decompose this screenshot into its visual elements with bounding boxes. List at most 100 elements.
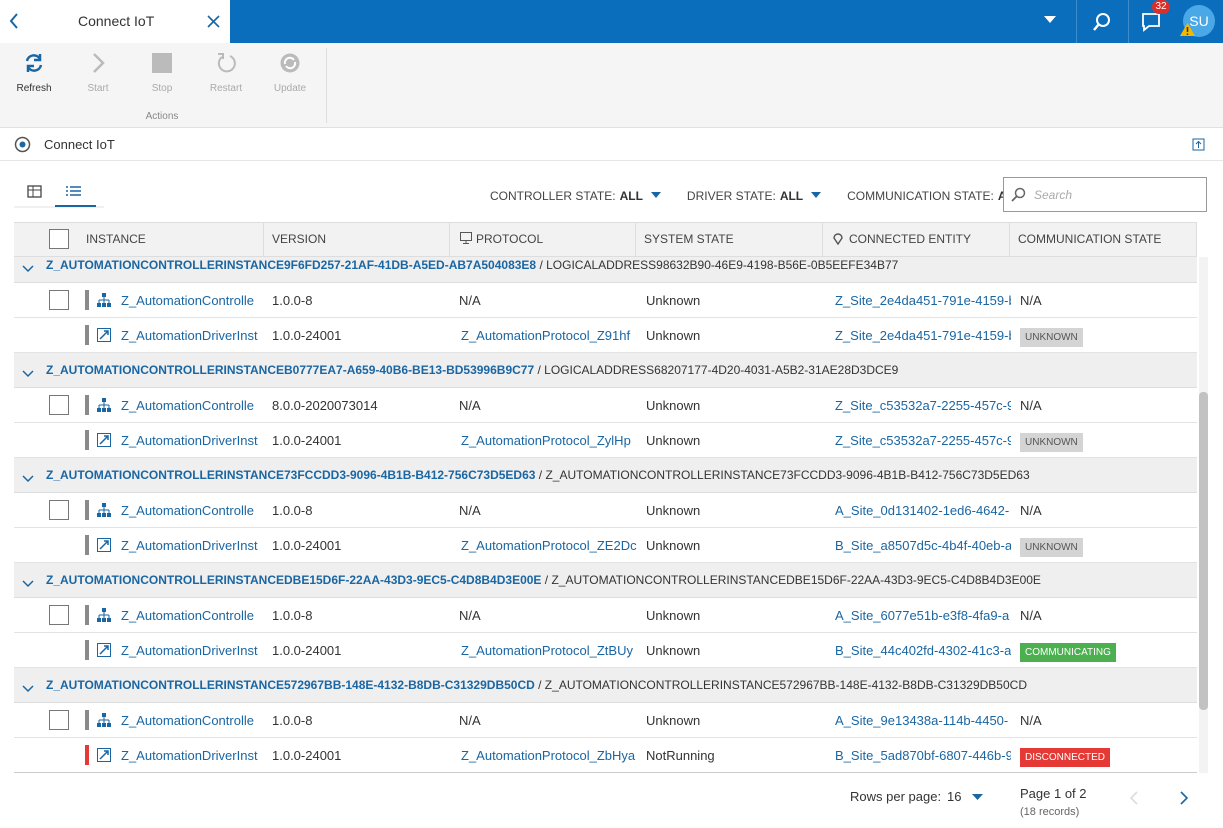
instance[interactable]: Z_AutomationControlle — [121, 608, 254, 623]
protocol[interactable]: Z_AutomationProtocol_ZbHya — [461, 748, 636, 763]
group-header[interactable]: Z_AUTOMATIONCONTROLLERINSTANCEB0777EA7-A… — [14, 353, 1197, 388]
connected-entity[interactable]: B_Site_5ad870bf-6807-446b-9 — [835, 748, 1011, 763]
table-row[interactable]: Z_AutomationDriverInst 1.0.0-24001 Z_Autom… — [14, 318, 1197, 353]
rows-value[interactable]: 16 — [947, 789, 962, 804]
group-header[interactable]: Z_AUTOMATIONCONTROLLERINSTANCE9F6FD257-2… — [14, 257, 1197, 283]
group-link[interactable]: Z_AUTOMATIONCONTROLLERINSTANCEB0777EA7-A… — [46, 363, 535, 377]
prev-page[interactable] — [1129, 790, 1139, 806]
connected-entity[interactable]: B_Site_a8507d5c-4b4f-40eb-a — [835, 538, 1011, 553]
status-bar — [85, 430, 89, 450]
instance[interactable]: Z_AutomationControlle — [121, 713, 254, 728]
group-header[interactable]: Z_AUTOMATIONCONTROLLERINSTANCE73FCCDD3-9… — [14, 458, 1197, 493]
version: 1.0.0-24001 — [272, 748, 342, 763]
row-checkbox[interactable] — [49, 605, 69, 625]
rows-label: Rows per page: — [850, 789, 942, 804]
instance[interactable]: Z_AutomationDriverInst — [121, 643, 258, 658]
filter-label: DRIVER STATE: — [686, 189, 776, 203]
instance[interactable]: Z_AutomationDriverInst — [121, 538, 258, 553]
table-row[interactable]: Z_AutomationControlle 1.0.0-8 N/A Unknown A_… — [14, 493, 1197, 528]
table-row[interactable]: Z_AutomationControlle 8.0.0-2020073014 N/A… — [14, 388, 1197, 423]
group-title: Z_AUTOMATIONCONTROLLERINSTANCE9F6FD257-2… — [46, 257, 898, 283]
table-row[interactable]: Z_AutomationDriverInst 1.0.0-24001 Z_Autom… — [14, 738, 1197, 772]
search-box[interactable]: Search — [1003, 177, 1207, 212]
connected-entity[interactable]: A_Site_6077e51b-e3f8-4fa9-a — [835, 608, 1010, 623]
table-row[interactable]: Z_AutomationDriverInst 1.0.0-24001 Z_Autom… — [14, 528, 1197, 563]
column-header[interactable]: COMMUNICATION STATE — [1010, 222, 1197, 257]
filter-value: ALL — [779, 189, 804, 203]
next-page[interactable] — [1179, 790, 1189, 806]
connected-entity[interactable]: Z_Site_2e4da451-791e-4159-b — [835, 328, 1011, 343]
table-row[interactable]: Z_AutomationControlle 1.0.0-8 N/A Unknown Z_… — [14, 283, 1197, 318]
protocol[interactable]: Z_AutomationProtocol_Z91hf — [461, 328, 631, 343]
table-row[interactable]: Z_AutomationControlle 1.0.0-8 N/A Unknown A_… — [14, 703, 1197, 738]
table-row[interactable]: Z_AutomationControlle 1.0.0-8 N/A Unknown A_… — [14, 598, 1197, 633]
export-icon[interactable] — [1192, 138, 1205, 151]
connected-entity[interactable]: B_Site_44c402fd-4302-41c3-a — [835, 643, 1011, 658]
column-header[interactable]: PROTOCOL — [450, 222, 636, 257]
close-icon[interactable] — [207, 15, 220, 28]
collapse-icon — [22, 366, 34, 381]
toolbar-button[interactable]: Update — [273, 83, 307, 94]
tab[interactable]: Connect IoT — [0, 0, 230, 43]
row-checkbox[interactable] — [49, 710, 69, 730]
connected-entity[interactable]: A_Site_0d131402-1ed6-4642- — [835, 503, 1010, 518]
select-all-checkbox[interactable] — [49, 229, 69, 249]
system-state: Unknown — [646, 293, 701, 308]
column-header[interactable]: SYSTEM STATE — [636, 222, 823, 257]
version: 1.0.0-8 — [272, 293, 313, 308]
filter[interactable]: DRIVER STATE: ALL — [686, 187, 822, 205]
status-bar — [85, 535, 89, 555]
toolbar-button[interactable]: Refresh — [16, 83, 52, 94]
version: 1.0.0-24001 — [272, 538, 342, 553]
column-header[interactable]: CONNECTED ENTITY — [823, 222, 1010, 257]
toolbar-button[interactable]: Stop — [151, 83, 173, 94]
search-icon[interactable] — [1092, 12, 1112, 32]
column-header[interactable]: INSTANCE — [78, 222, 264, 257]
connected-entity[interactable]: A_Site_9e13438a-114b-4450- — [835, 713, 1009, 728]
filter-caret — [811, 192, 822, 200]
filter[interactable]: CONTROLLER STATE: ALL — [490, 187, 661, 205]
group-header[interactable]: Z_AUTOMATIONCONTROLLERINSTANCEDBE15D6F-2… — [14, 563, 1197, 598]
instance[interactable]: Z_AutomationDriverInst — [121, 748, 258, 763]
row-checkbox[interactable] — [49, 500, 69, 520]
instance[interactable]: Z_AutomationDriverInst — [121, 433, 258, 448]
connected-entity[interactable]: Z_Site_c53532a7-2255-457c-9 — [835, 433, 1011, 448]
chat-icon[interactable] — [1141, 12, 1161, 32]
version: 1.0.0-8 — [272, 713, 313, 728]
view-toggle[interactable] — [14, 180, 104, 210]
protocol[interactable]: Z_AutomationProtocol_ZE2Dc — [461, 538, 637, 553]
connected-entity[interactable]: Z_Site_2e4da451-791e-4159-b — [835, 293, 1011, 308]
protocol[interactable]: Z_AutomationProtocol_ZtBUy — [461, 643, 633, 658]
type-icon — [97, 398, 111, 415]
group-path: / Z_AUTOMATIONCONTROLLERINSTANCE73FCCDD3… — [538, 468, 1030, 482]
toolbar-icon — [87, 52, 109, 77]
rows-dropdown[interactable] — [972, 794, 984, 802]
version: 8.0.0-2020073014 — [272, 398, 378, 413]
instance[interactable]: Z_AutomationControlle — [121, 503, 254, 518]
scroll-thumb[interactable] — [1199, 392, 1208, 710]
instance[interactable]: Z_AutomationControlle — [121, 398, 254, 413]
scrollbar[interactable] — [1199, 257, 1208, 773]
column-header[interactable]: VERSION — [264, 222, 450, 257]
status-bar — [85, 395, 89, 415]
group-link[interactable]: Z_AUTOMATIONCONTROLLERINSTANCE9F6FD257-2… — [46, 258, 537, 272]
group-header[interactable]: Z_AUTOMATIONCONTROLLERINSTANCE572967BB-1… — [14, 668, 1197, 703]
protocol[interactable]: Z_AutomationProtocol_ZylHp — [461, 433, 631, 448]
instance[interactable]: Z_AutomationControlle — [121, 293, 254, 308]
connected-entity[interactable]: Z_Site_c53532a7-2255-457c-9 — [835, 398, 1011, 413]
group-link[interactable]: Z_AUTOMATIONCONTROLLERINSTANCE73FCCDD3-9… — [46, 468, 536, 482]
table-row[interactable]: Z_AutomationDriverInst 1.0.0-24001 Z_Autom… — [14, 423, 1197, 458]
instance[interactable]: Z_AutomationDriverInst — [121, 328, 258, 343]
toolbar-button[interactable]: Start — [87, 83, 109, 94]
row-checkbox[interactable] — [49, 395, 69, 415]
collapse-icon — [22, 261, 34, 276]
back-icon[interactable] — [8, 12, 20, 30]
row-checkbox[interactable] — [49, 290, 69, 310]
dropdown-icon[interactable] — [1044, 16, 1056, 24]
table-row[interactable]: Z_AutomationDriverInst 1.0.0-24001 Z_Autom… — [14, 633, 1197, 668]
group-link[interactable]: Z_AUTOMATIONCONTROLLERINSTANCE572967BB-1… — [46, 678, 535, 692]
status-bar — [85, 325, 89, 345]
group-link[interactable]: Z_AUTOMATIONCONTROLLERINSTANCEDBE15D6F-2… — [46, 573, 542, 587]
toolbar-button[interactable]: Restart — [209, 83, 243, 94]
records-info: (18 records) — [1020, 806, 1080, 818]
